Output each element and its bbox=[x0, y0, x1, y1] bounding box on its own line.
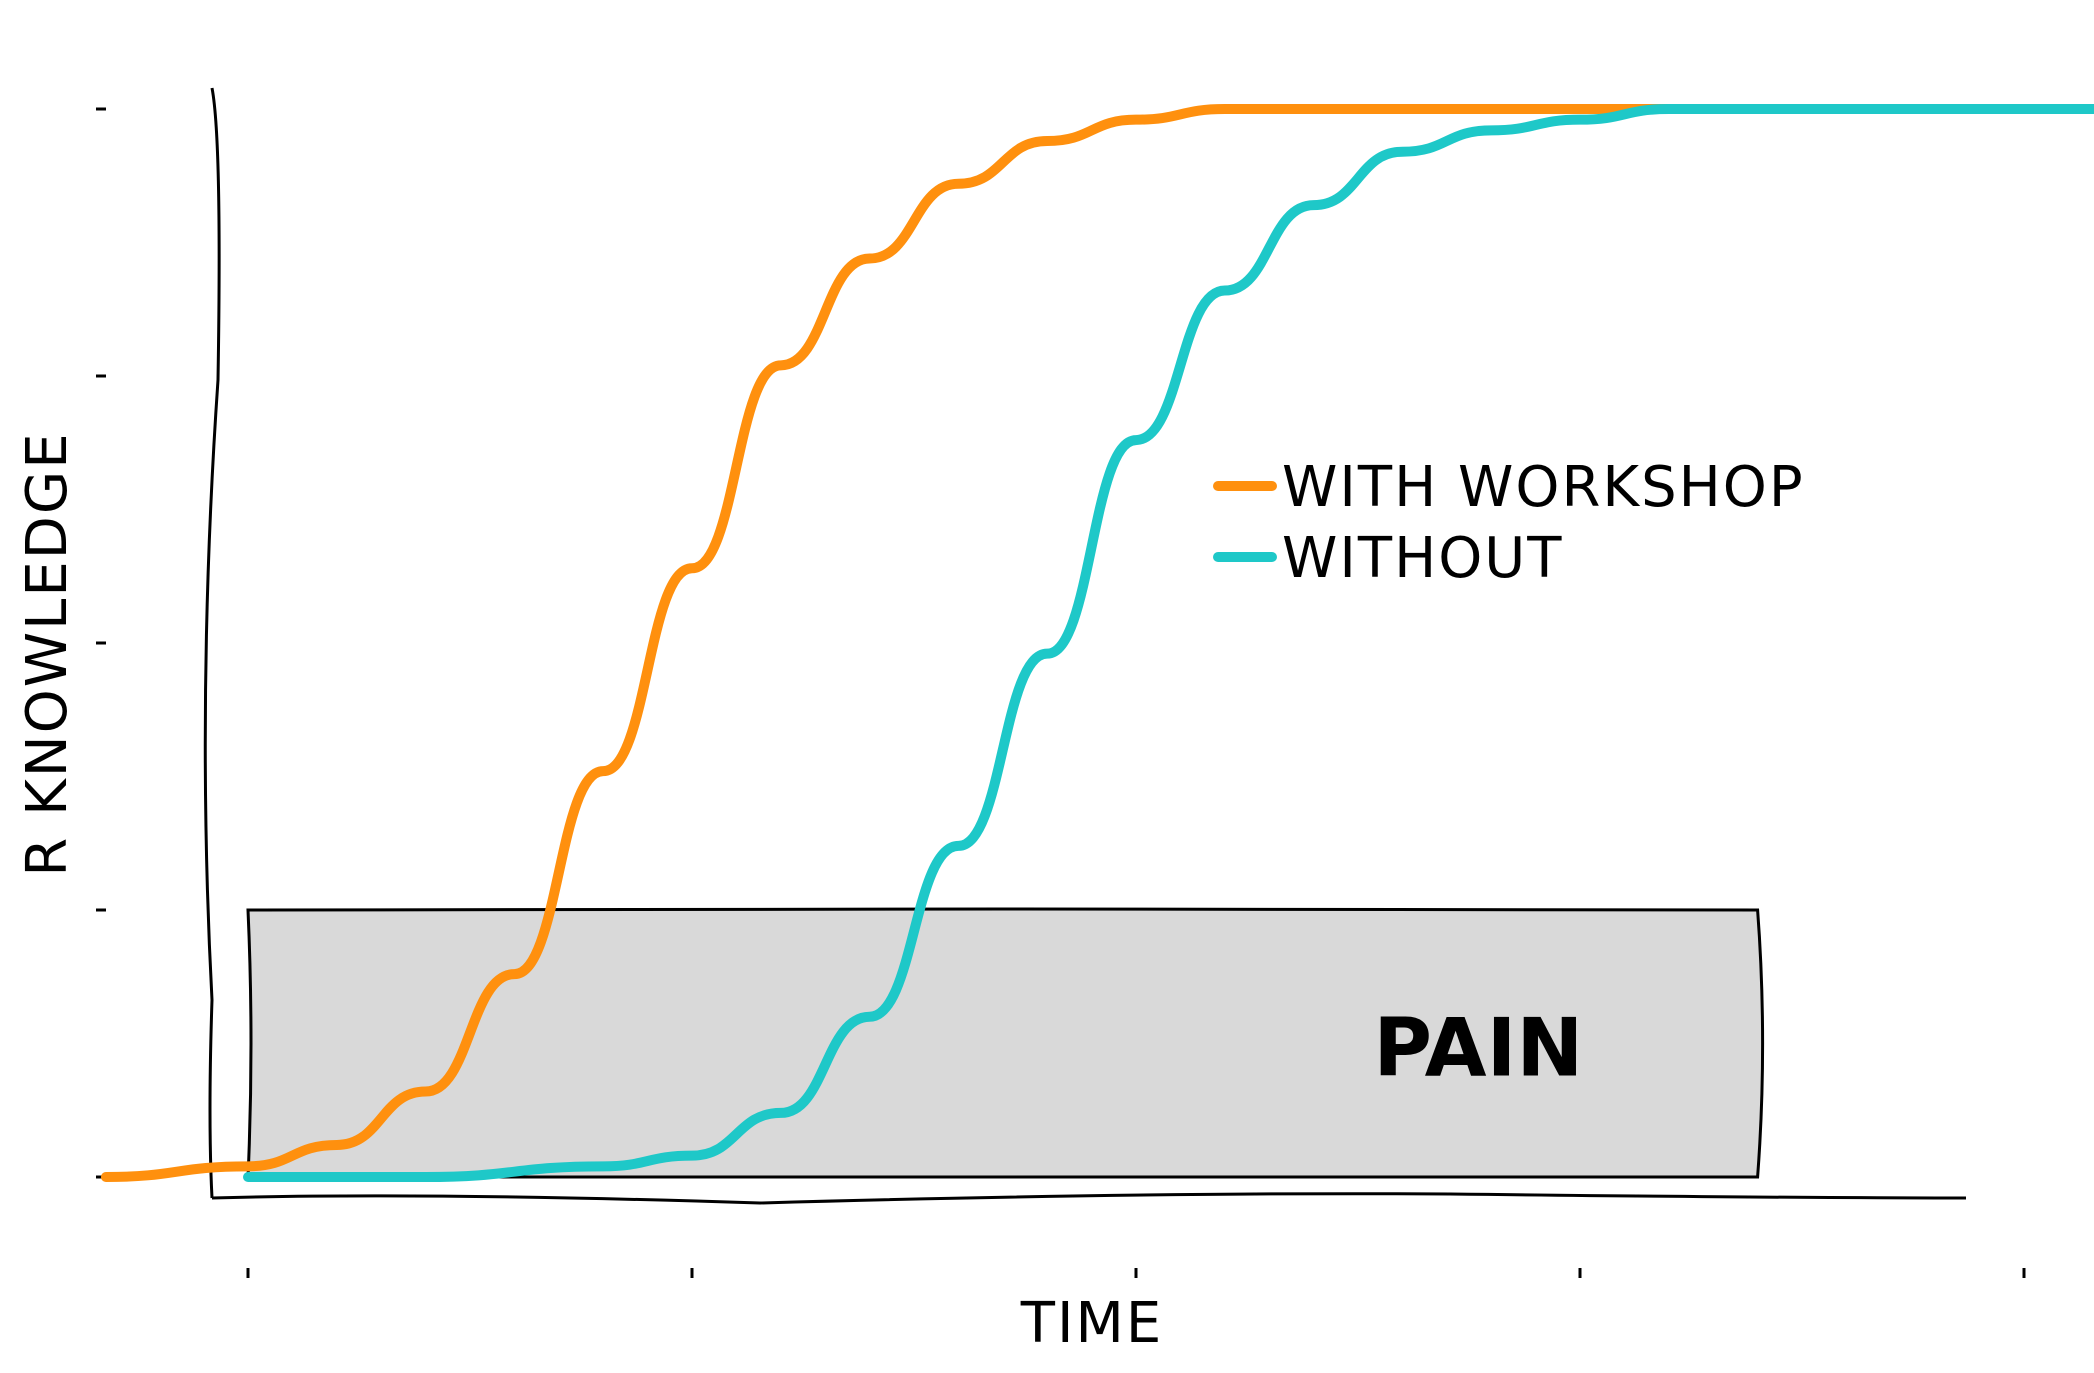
pain-box bbox=[246, 907, 1765, 1179]
axes bbox=[203, 87, 1967, 1205]
y-axis-line bbox=[203, 87, 221, 1199]
series-line-without bbox=[243, 103, 2094, 1183]
y-axis-label: R KNOWLEDGE bbox=[15, 431, 80, 876]
x-axis-line bbox=[211, 1192, 1967, 1205]
pain-region: PAIN bbox=[246, 907, 1765, 1179]
series bbox=[100, 103, 2094, 1183]
legend: WITH WORKSHOP WITHOUT bbox=[1213, 455, 1805, 591]
pain-label: PAIN bbox=[1373, 1002, 1583, 1095]
legend-label-without: WITHOUT bbox=[1282, 526, 1563, 591]
legend-label-with-workshop: WITH WORKSHOP bbox=[1282, 455, 1805, 520]
x-axis-label: TIME bbox=[1020, 1291, 1163, 1356]
